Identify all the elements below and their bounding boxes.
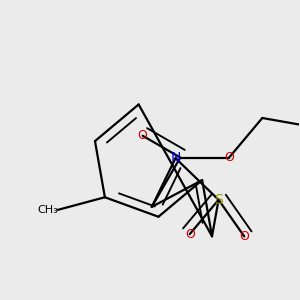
Text: O: O: [138, 129, 148, 142]
Text: O: O: [185, 228, 195, 241]
Text: O: O: [224, 151, 234, 164]
Text: O: O: [239, 230, 249, 243]
Text: S: S: [214, 193, 223, 207]
Text: N: N: [170, 151, 181, 165]
Text: CH₃: CH₃: [37, 205, 58, 215]
